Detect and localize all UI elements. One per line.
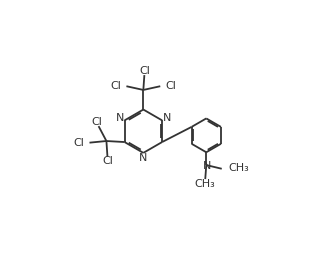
Text: Cl: Cl (110, 81, 121, 91)
Text: N: N (162, 113, 171, 123)
Text: Cl: Cl (102, 156, 113, 166)
Text: N: N (139, 153, 148, 163)
Text: Cl: Cl (166, 81, 177, 91)
Text: CH₃: CH₃ (195, 179, 215, 189)
Text: N: N (116, 113, 124, 123)
Text: N: N (203, 161, 212, 171)
Text: Cl: Cl (92, 117, 103, 126)
Text: CH₃: CH₃ (228, 163, 249, 173)
Text: Cl: Cl (139, 66, 150, 76)
Text: Cl: Cl (73, 138, 84, 148)
